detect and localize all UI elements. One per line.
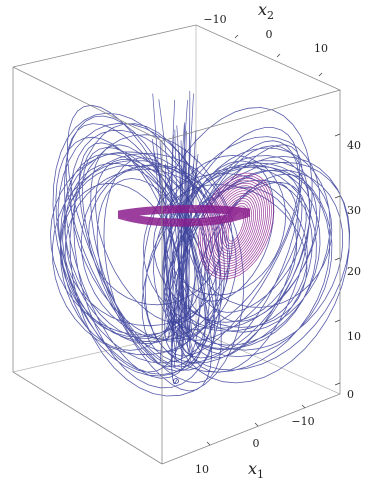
box-edge-bottom-right	[161, 393, 341, 465]
axis-tick	[254, 422, 259, 427]
x3-tick-labels: 0 10 20 30 40	[347, 139, 361, 401]
x2-tick-labels: −10 0 10	[203, 13, 328, 55]
x3-tick-label: 10	[347, 330, 361, 343]
axis-tick	[334, 133, 341, 137]
x1-tick-label: 0	[253, 437, 260, 450]
spiral-focus	[198, 172, 274, 280]
x3-tick-label: 30	[347, 204, 361, 217]
axis-tick	[334, 195, 341, 199]
plot-box-front	[12, 24, 342, 465]
left-wing-loops	[50, 104, 245, 397]
x2-axis-label: x2	[258, 0, 274, 22]
axis-tick	[334, 319, 341, 323]
trajectory-start-point	[173, 378, 179, 384]
x2-tick-label: 0	[266, 28, 273, 41]
x3-tick-label: 0	[347, 388, 354, 401]
box-top-face	[12, 24, 342, 142]
axis-tick	[234, 34, 239, 39]
limit-cycle-band	[117, 204, 251, 227]
trajectory-group	[50, 90, 351, 397]
axis-tick	[318, 72, 323, 77]
trajectory-tail	[170, 299, 178, 385]
axis-ticks	[206, 34, 341, 446]
x1-tick-labels: 10 0 −10	[195, 415, 315, 476]
x2-tick-label: −10	[203, 13, 226, 26]
axis-tick	[206, 441, 211, 446]
x1-tick-label: 10	[195, 463, 209, 476]
x3-tick-label: 40	[347, 139, 361, 152]
axis-tick	[301, 404, 306, 409]
x1-tick-label: −10	[291, 415, 314, 428]
box-edge-back-right	[195, 329, 341, 395]
axis-tick	[276, 53, 281, 58]
x2-tick-label: 10	[314, 42, 328, 55]
central-strands	[151, 90, 199, 369]
x1-axis-label: x1	[248, 459, 264, 481]
axis-tick	[334, 257, 341, 261]
axis-tick	[334, 382, 341, 386]
box-edge-bottom-left	[12, 371, 163, 465]
x3-tick-label: 20	[347, 265, 361, 278]
